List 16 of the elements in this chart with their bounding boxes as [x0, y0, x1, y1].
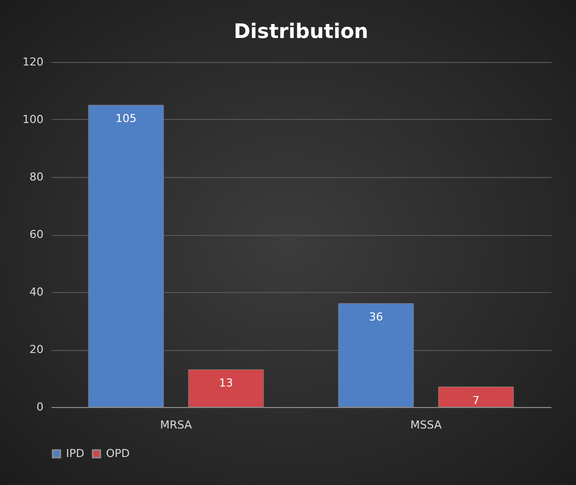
y-tick-label: 20	[30, 343, 44, 356]
legend-label: IPD	[66, 446, 84, 460]
data-label: 36	[369, 310, 383, 324]
x-tick-label: MSSA	[410, 418, 442, 432]
data-label: 7	[472, 394, 480, 407]
y-tick-label: 80	[30, 170, 44, 184]
y-tick-label: 100	[22, 113, 44, 126]
legend-label: OPD	[106, 446, 130, 460]
data-label: 13	[219, 376, 233, 390]
y-tick-label: 40	[30, 286, 44, 298]
y-tick-label: 0	[36, 400, 44, 414]
x-tick-label: MRSA	[160, 418, 192, 432]
data-label: 105	[116, 112, 136, 126]
y-tick-label: 60	[30, 228, 44, 241]
chart-title: Distribution	[234, 19, 368, 43]
y-tick-label: 120	[22, 56, 44, 68]
